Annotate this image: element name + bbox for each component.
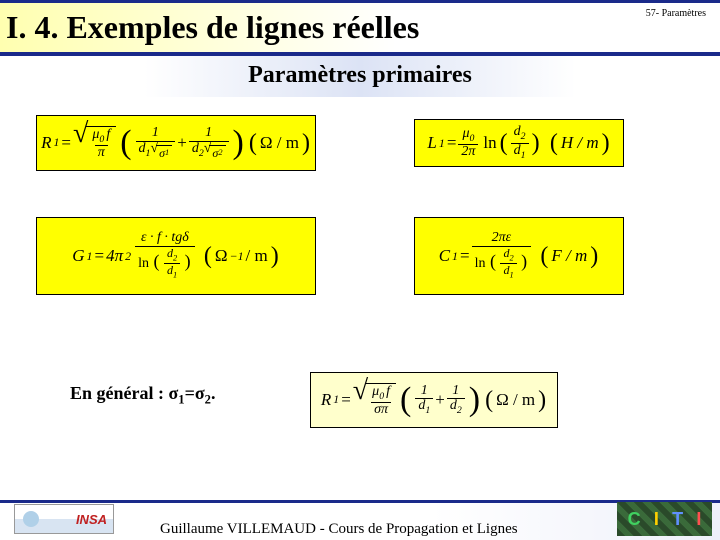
sub: 1 <box>452 249 458 264</box>
general-note: En général : σ1=σ2. <box>70 383 215 408</box>
logo-citi-t: T <box>672 509 683 530</box>
unit: Ω / m <box>260 133 299 153</box>
sup: −1 <box>230 249 244 264</box>
sym: G <box>72 246 84 266</box>
num: 1 <box>202 126 215 141</box>
unit: F / m <box>551 246 587 266</box>
sym: R <box>321 390 331 410</box>
sym: f <box>106 127 110 142</box>
num: 1 <box>149 126 162 141</box>
logo-citi-i: I <box>696 509 701 530</box>
note-text: En général : <box>70 383 169 403</box>
formula-r1: R1 = √ μ0f π ( 1 d1√σ1 + 1 <box>36 115 316 171</box>
dot: . <box>211 383 216 403</box>
globe-icon <box>23 511 39 527</box>
footer: INSA Guillaume VILLEMAUD - Cours de Prop… <box>0 500 720 540</box>
content-area: R1 = √ μ0f π ( 1 d1√σ1 + 1 <box>0 97 720 457</box>
sym: C <box>439 246 450 266</box>
eq: = <box>61 133 71 153</box>
sigma-icon: σ <box>169 383 179 403</box>
footer-text: Guillaume VILLEMAUD - Cours de Propagati… <box>160 521 518 538</box>
coef: 4π <box>106 246 123 266</box>
den: d1√σ1 <box>136 141 176 160</box>
title-row: I. 4. Exemples de lignes réelles <box>0 3 720 52</box>
logo-insa: INSA <box>14 504 114 534</box>
page-number: 57- Paramètres <box>646 8 706 19</box>
formula-r1-simplified: R1 = √ μ0f σπ ( 1 d1 + 1 d2 ) <box>310 372 558 428</box>
slide-title: I. 4. Exemples de lignes réelles <box>6 9 710 46</box>
unit: H / m <box>561 133 599 153</box>
num: ε · f · tgδ <box>138 231 192 246</box>
sym: π <box>95 145 108 161</box>
sup: 2 <box>125 249 131 264</box>
unit-tail: / m <box>246 246 268 266</box>
den: ln ( d2 d1 ) <box>135 246 195 280</box>
subtitle-row: Paramètres primaires <box>0 56 720 97</box>
sym: L <box>427 133 436 153</box>
num: 2πε <box>489 231 515 246</box>
logo-insa-text: INSA <box>76 512 107 527</box>
fn: ln <box>483 133 496 153</box>
eq: = <box>185 383 195 403</box>
unit: Ω <box>215 246 228 266</box>
sub: 1 <box>53 135 59 150</box>
sigma-icon: σ <box>195 383 205 403</box>
unit: Ω / m <box>496 390 535 410</box>
formula-l1: L1 = μ0 2π ln ( d2 d1 ) (H / m) <box>414 119 624 167</box>
formula-c1: C1 = 2πε ln ( d2 d1 ) (F / m) <box>414 217 624 295</box>
den: d2√σ2 <box>189 141 229 160</box>
logo-citi-c: C <box>628 509 641 530</box>
sub: 1 <box>439 136 445 151</box>
sub: 1 <box>87 249 93 264</box>
sub: 0 <box>99 133 104 144</box>
formula-g1: G1 = 4π2 ε · f · tgδ ln ( d2 d1 ) (Ω−1 /… <box>36 217 316 295</box>
sub: 1 <box>333 392 339 407</box>
plus: + <box>177 133 187 153</box>
sym: R <box>41 133 51 153</box>
logo-citi: C I T I <box>617 502 712 536</box>
logo-citi-i: I <box>654 509 659 530</box>
slide-subtitle: Paramètres primaires <box>0 62 720 89</box>
sqrt: √ μ0f π <box>73 126 116 161</box>
den: ln ( d2 d1 ) <box>472 246 532 280</box>
